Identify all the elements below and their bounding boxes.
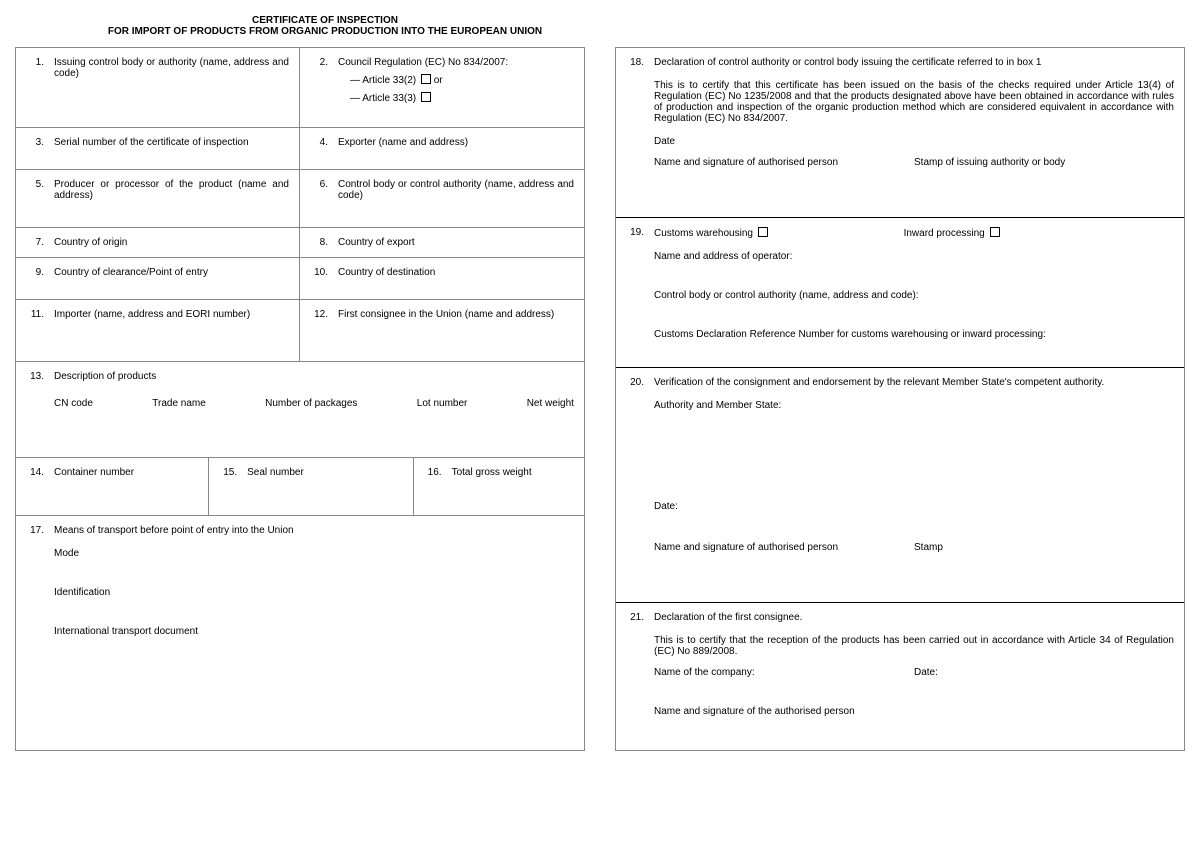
form-columns: 1 Issuing control body or authority (nam…	[15, 47, 1185, 751]
checkbox-icon[interactable]	[421, 74, 431, 84]
checkbox-icon[interactable]	[990, 227, 1000, 237]
box-3: 3 Serial number of the certificate of in…	[16, 128, 300, 169]
box-13-columns: CN code Trade name Number of packages Lo…	[54, 398, 574, 409]
box-10: 10 Country of destination	[300, 258, 584, 299]
title-line-2: FOR IMPORT OF PRODUCTS FROM ORGANIC PROD…	[75, 26, 575, 37]
checkbox-icon[interactable]	[421, 92, 431, 102]
box-11: 11 Importer (name, address and EORI numb…	[16, 300, 300, 361]
box-12: 12 First consignee in the Union (name an…	[300, 300, 584, 361]
box-18-signature-line: Name and signature of authorised person …	[654, 157, 1174, 168]
box-9: 9 Country of clearance/Point of entry	[16, 258, 300, 299]
document-title: CERTIFICATE OF INSPECTION FOR IMPORT OF …	[75, 15, 575, 37]
box-5: 5 Producer or processor of the product (…	[16, 170, 300, 227]
right-column: 18 Declaration of control authority or c…	[615, 47, 1185, 751]
box-2-opt-2: Article 33(3)	[350, 92, 574, 104]
box-8: 8 Country of export	[300, 228, 584, 257]
box-15: 15 Seal number	[209, 458, 413, 515]
title-line-1: CERTIFICATE OF INSPECTION	[75, 15, 575, 26]
box-2-opt-1: Article 33(2) or	[350, 74, 574, 86]
box-18: 18 Declaration of control authority or c…	[616, 48, 1184, 217]
box-2: 2 Council Regulation (EC) No 834/2007: A…	[300, 48, 584, 127]
box-13: 13 Description of products CN code Trade…	[16, 362, 584, 457]
left-column: 1 Issuing control body or authority (nam…	[15, 47, 585, 751]
box-17: 17 Means of transport before point of en…	[16, 516, 584, 656]
box-14: 14 Container number	[16, 458, 209, 515]
box-19: 19 Customs warehousing Inward processing…	[616, 218, 1184, 367]
box-21-company-line: Name of the company: Date:	[654, 667, 1174, 678]
checkbox-icon[interactable]	[758, 227, 768, 237]
box-20-signature-line: Name and signature of authorised person …	[654, 542, 1174, 553]
box-6: 6 Control body or control authority (nam…	[300, 170, 584, 227]
box-4: 4 Exporter (name and address)	[300, 128, 584, 169]
box-16: 16 Total gross weight	[414, 458, 584, 515]
box-1: 1 Issuing control body or authority (nam…	[16, 48, 300, 127]
box-7: 7 Country of origin	[16, 228, 300, 257]
box-21: 21 Declaration of the first consignee. T…	[616, 603, 1184, 750]
box-20: 20 Verification of the consignment and e…	[616, 368, 1184, 602]
